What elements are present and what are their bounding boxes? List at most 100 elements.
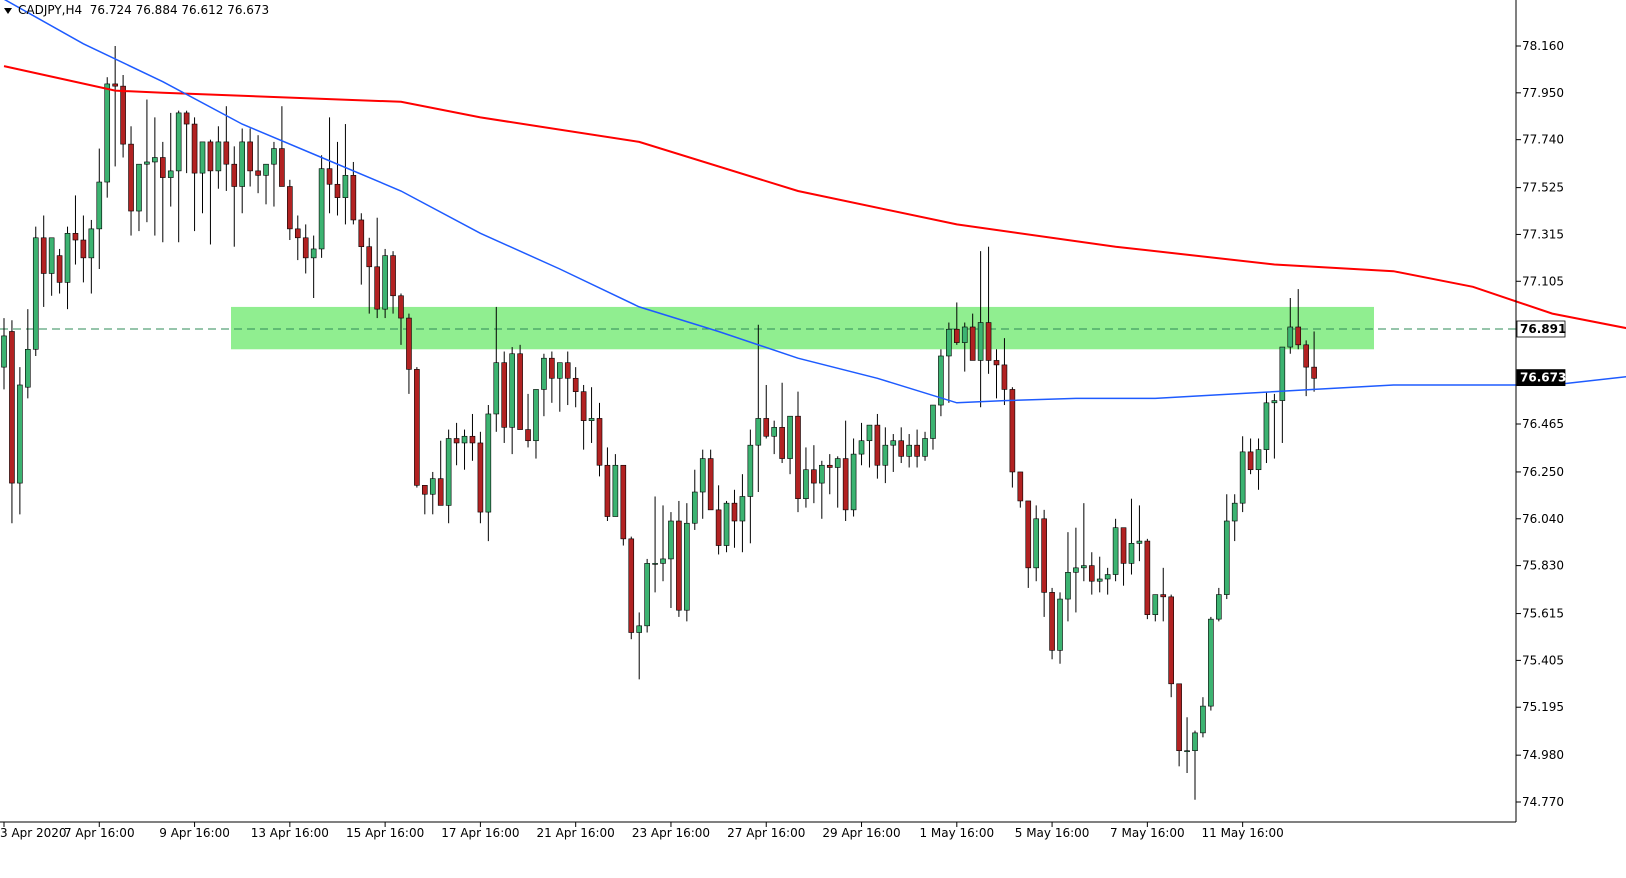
level-price-tag-box bbox=[1516, 320, 1566, 338]
candle bbox=[231, 146, 238, 247]
candle bbox=[914, 429, 920, 468]
candle bbox=[1287, 298, 1294, 354]
candle bbox=[1255, 438, 1262, 490]
candle bbox=[25, 309, 31, 399]
candle bbox=[691, 469, 698, 530]
candle-body-bearish bbox=[1025, 500, 1032, 569]
candle bbox=[953, 302, 960, 345]
candle bbox=[302, 224, 309, 274]
candle bbox=[572, 367, 579, 408]
candle-body-bearish bbox=[564, 362, 571, 379]
candle bbox=[898, 427, 905, 464]
candle-body-bearish bbox=[795, 415, 801, 500]
candle-body-bullish bbox=[144, 161, 150, 165]
candle bbox=[1136, 505, 1143, 562]
candle-body-bullish bbox=[1208, 618, 1214, 707]
candle-body-bullish bbox=[652, 563, 658, 565]
candle-body-bearish bbox=[326, 168, 333, 185]
dropdown-triangle-icon[interactable] bbox=[4, 7, 12, 14]
candle bbox=[279, 106, 285, 187]
candle-body-bullish bbox=[922, 438, 928, 457]
candle bbox=[1128, 498, 1135, 575]
candle-body-bullish bbox=[699, 458, 706, 493]
candle bbox=[636, 612, 643, 680]
price-tick-label: 74.980 bbox=[1522, 748, 1564, 762]
candle-body-bearish bbox=[1009, 389, 1016, 473]
candle bbox=[1239, 436, 1246, 513]
candle bbox=[525, 393, 531, 448]
time-tick-label: 29 Apr 16:00 bbox=[822, 826, 900, 840]
candle bbox=[1223, 494, 1230, 600]
candle-body-bearish bbox=[366, 246, 373, 268]
candle-body-bearish bbox=[874, 424, 881, 466]
candle-body-bullish bbox=[588, 418, 595, 421]
candle bbox=[723, 500, 730, 553]
candle bbox=[755, 324, 762, 493]
candle bbox=[874, 413, 881, 479]
candle-body-bullish bbox=[136, 163, 142, 212]
candle-body-bullish bbox=[755, 418, 762, 446]
candle bbox=[1168, 594, 1174, 698]
candle bbox=[533, 389, 539, 459]
candle-body-bearish bbox=[580, 391, 587, 421]
candle-body-bullish bbox=[96, 181, 103, 230]
candle bbox=[422, 485, 428, 515]
candle bbox=[961, 322, 968, 372]
candle bbox=[906, 434, 912, 468]
candle-body-bearish bbox=[993, 360, 1000, 366]
candle-body-bullish bbox=[509, 353, 515, 428]
candle-body-bearish bbox=[826, 464, 833, 468]
candle-body-bullish bbox=[1081, 565, 1087, 569]
candle bbox=[826, 454, 833, 495]
candle bbox=[255, 135, 261, 194]
candle-body-bearish bbox=[1303, 344, 1309, 368]
price-tick-label: 75.615 bbox=[1522, 607, 1564, 621]
candle bbox=[707, 449, 714, 511]
candle bbox=[1295, 289, 1302, 350]
candle-body-bearish bbox=[1144, 540, 1151, 615]
candle bbox=[866, 424, 873, 468]
candle bbox=[88, 219, 95, 294]
candle bbox=[104, 77, 111, 198]
candle bbox=[803, 447, 809, 508]
candle bbox=[152, 117, 158, 236]
candle bbox=[834, 456, 841, 508]
candle bbox=[977, 251, 984, 408]
candle-body-bearish bbox=[40, 237, 47, 274]
candle-body-bullish bbox=[866, 424, 873, 442]
price-tick-label: 76.040 bbox=[1522, 512, 1564, 526]
candle bbox=[985, 246, 992, 374]
candle bbox=[17, 367, 23, 515]
candle bbox=[310, 235, 317, 298]
price-tick-label: 74.770 bbox=[1522, 795, 1564, 809]
candle-body-bearish bbox=[223, 141, 230, 165]
candle-body-bearish bbox=[302, 237, 309, 259]
candle-body-bullish bbox=[906, 444, 912, 457]
candle-body-bullish bbox=[1152, 594, 1159, 615]
time-tick-label: 15 Apr 16:00 bbox=[346, 826, 424, 840]
candle-body-bearish bbox=[731, 502, 738, 522]
candle-body-bullish bbox=[771, 427, 777, 437]
candle bbox=[1231, 494, 1238, 542]
candle bbox=[112, 46, 118, 167]
candle bbox=[445, 429, 452, 524]
candle bbox=[842, 420, 849, 522]
price-tick-label: 75.830 bbox=[1522, 559, 1564, 573]
candle bbox=[144, 99, 150, 223]
candle bbox=[517, 344, 523, 430]
candle bbox=[763, 384, 770, 439]
candle-body-bearish bbox=[469, 435, 476, 444]
time-tick-label: 5 May 16:00 bbox=[1015, 826, 1090, 840]
candle-body-bullish bbox=[533, 389, 539, 442]
candle bbox=[588, 387, 595, 443]
candle-body-bullish bbox=[271, 148, 277, 165]
candle-body-bullish bbox=[787, 415, 793, 459]
candle bbox=[485, 405, 492, 542]
candle bbox=[437, 440, 444, 506]
candle bbox=[549, 351, 555, 403]
ohlc-readout: 76.724 76.884 76.612 76.673 bbox=[89, 3, 270, 17]
candle bbox=[493, 306, 500, 432]
last-price-tag-text: 76.673 bbox=[1520, 371, 1566, 385]
candle-body-bullish bbox=[1184, 750, 1190, 753]
